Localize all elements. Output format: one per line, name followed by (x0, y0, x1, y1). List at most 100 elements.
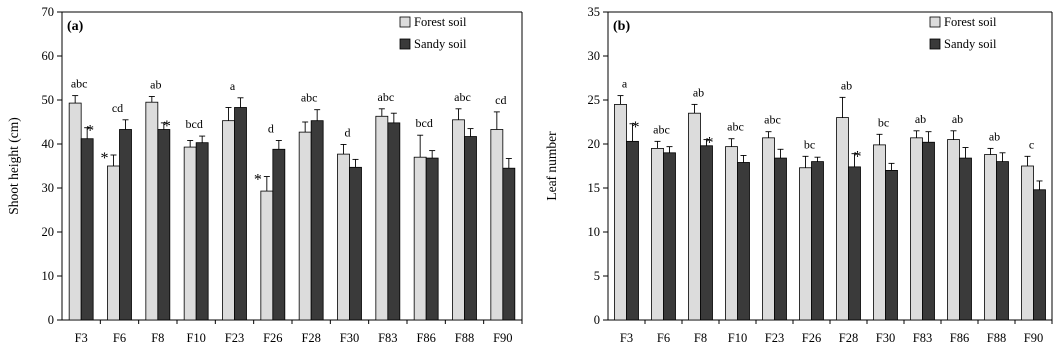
significance-letter: bcd (186, 117, 203, 131)
x-tick-label: F86 (950, 331, 969, 345)
bar-sandy (626, 140, 639, 321)
legend-swatch-forest (399, 16, 411, 28)
significance-letter: cd (112, 101, 123, 115)
bar-sandy (119, 129, 132, 321)
bar-forest (947, 139, 960, 321)
significance-letter: ab (693, 85, 704, 99)
bar-forest (688, 112, 701, 321)
x-tick-label: F26 (802, 331, 821, 345)
panel-label: (b) (613, 19, 630, 34)
bar-forest (614, 104, 627, 321)
x-tick-label: F3 (620, 331, 633, 345)
x-tick-label: F88 (455, 331, 474, 345)
y-tick-label: 10 (42, 269, 55, 283)
significance-letter: bc (878, 115, 889, 129)
bar-forest (107, 165, 120, 321)
significance-letter: ab (915, 112, 926, 126)
x-tick-label: F6 (113, 331, 126, 345)
bar-forest (413, 156, 427, 321)
bar-forest (68, 102, 82, 321)
y-axis-label: Leaf number (544, 131, 559, 201)
significance-star: * (163, 118, 171, 135)
y-tick-label: 25 (588, 93, 601, 107)
bar-forest (222, 120, 235, 321)
x-tick-label: F23 (225, 331, 244, 345)
x-tick-label: F26 (263, 331, 282, 345)
bar-sandy (700, 145, 713, 321)
bar-sandy (885, 169, 898, 321)
x-tick-label: F6 (657, 331, 670, 345)
significance-letter: d (345, 125, 351, 139)
y-tick-label: 50 (42, 93, 55, 107)
x-tick-label: F28 (839, 331, 858, 345)
significance-letter: abc (764, 113, 781, 127)
bar-forest (1021, 165, 1034, 321)
significance-letter: ab (150, 77, 161, 91)
bar-forest (762, 137, 775, 321)
bar-sandy (737, 162, 750, 321)
bar-sandy (922, 141, 935, 321)
bar-sandy (425, 157, 439, 321)
y-tick-label: 15 (588, 181, 601, 195)
legend-swatch-sandy (399, 38, 411, 50)
bar-forest (984, 154, 997, 321)
bar-sandy (502, 167, 516, 321)
x-tick-label: F83 (378, 331, 397, 345)
bar-forest (799, 167, 812, 321)
significance-star: * (86, 123, 94, 140)
y-tick-label: 10 (588, 225, 601, 239)
bar-sandy (996, 161, 1009, 321)
bar-forest (298, 131, 312, 321)
legend-swatch-forest (929, 16, 941, 28)
significance-star: * (254, 172, 262, 189)
x-tick-label: F23 (765, 331, 784, 345)
y-tick-label: 5 (594, 269, 600, 283)
bar-sandy (272, 148, 286, 321)
significance-letter: a (622, 77, 628, 91)
x-tick-label: F8 (151, 331, 164, 345)
significance-letter: abc (727, 120, 744, 134)
x-tick-label: F83 (913, 331, 932, 345)
significance-letter: ab (989, 129, 1000, 143)
bar-forest (873, 144, 886, 321)
panel-label: (a) (67, 19, 84, 34)
y-tick-label: 35 (588, 5, 601, 19)
x-tick-label: F90 (493, 331, 512, 345)
bar-forest (836, 117, 849, 321)
x-tick-label: F88 (987, 331, 1006, 345)
bar-forest (490, 129, 504, 321)
x-tick-label: F10 (186, 331, 205, 345)
y-tick-label: 70 (42, 5, 55, 19)
legend-label-sandy: Sandy soil (414, 37, 467, 51)
bar-sandy (848, 166, 861, 321)
legend-label-forest: Forest soil (414, 15, 467, 29)
significance-letter: cd (495, 93, 506, 107)
significance-star: * (854, 149, 862, 166)
bar-sandy (387, 122, 401, 321)
bar-forest (145, 101, 159, 321)
bar-sandy (464, 136, 477, 321)
bar-forest (375, 115, 389, 321)
bar-sandy (310, 120, 324, 321)
bar-forest (260, 190, 274, 321)
y-tick-label: 20 (588, 137, 601, 151)
x-tick-label: F28 (301, 331, 320, 345)
bar-sandy (663, 152, 676, 321)
y-tick-label: 40 (42, 137, 55, 151)
significance-star: * (101, 150, 109, 167)
bar-sandy (157, 129, 171, 321)
significance-star: * (632, 119, 640, 136)
x-tick-label: F10 (728, 331, 747, 345)
x-tick-label: F8 (694, 331, 707, 345)
bar-forest (725, 146, 738, 321)
significance-letter: bcd (416, 116, 433, 130)
chart-panel-a: 0 10 20 30 40 50 60 70 Shoot height (cm) (a) abc * F… (6, 5, 523, 345)
legend-swatch-sandy (929, 38, 941, 50)
legend-label-forest: Forest soil (944, 15, 997, 29)
y-tick-label: 30 (588, 49, 601, 63)
bar-sandy (80, 138, 94, 321)
bar-sandy (959, 157, 972, 321)
y-tick-label: 0 (594, 313, 600, 327)
bar-forest (452, 119, 465, 321)
